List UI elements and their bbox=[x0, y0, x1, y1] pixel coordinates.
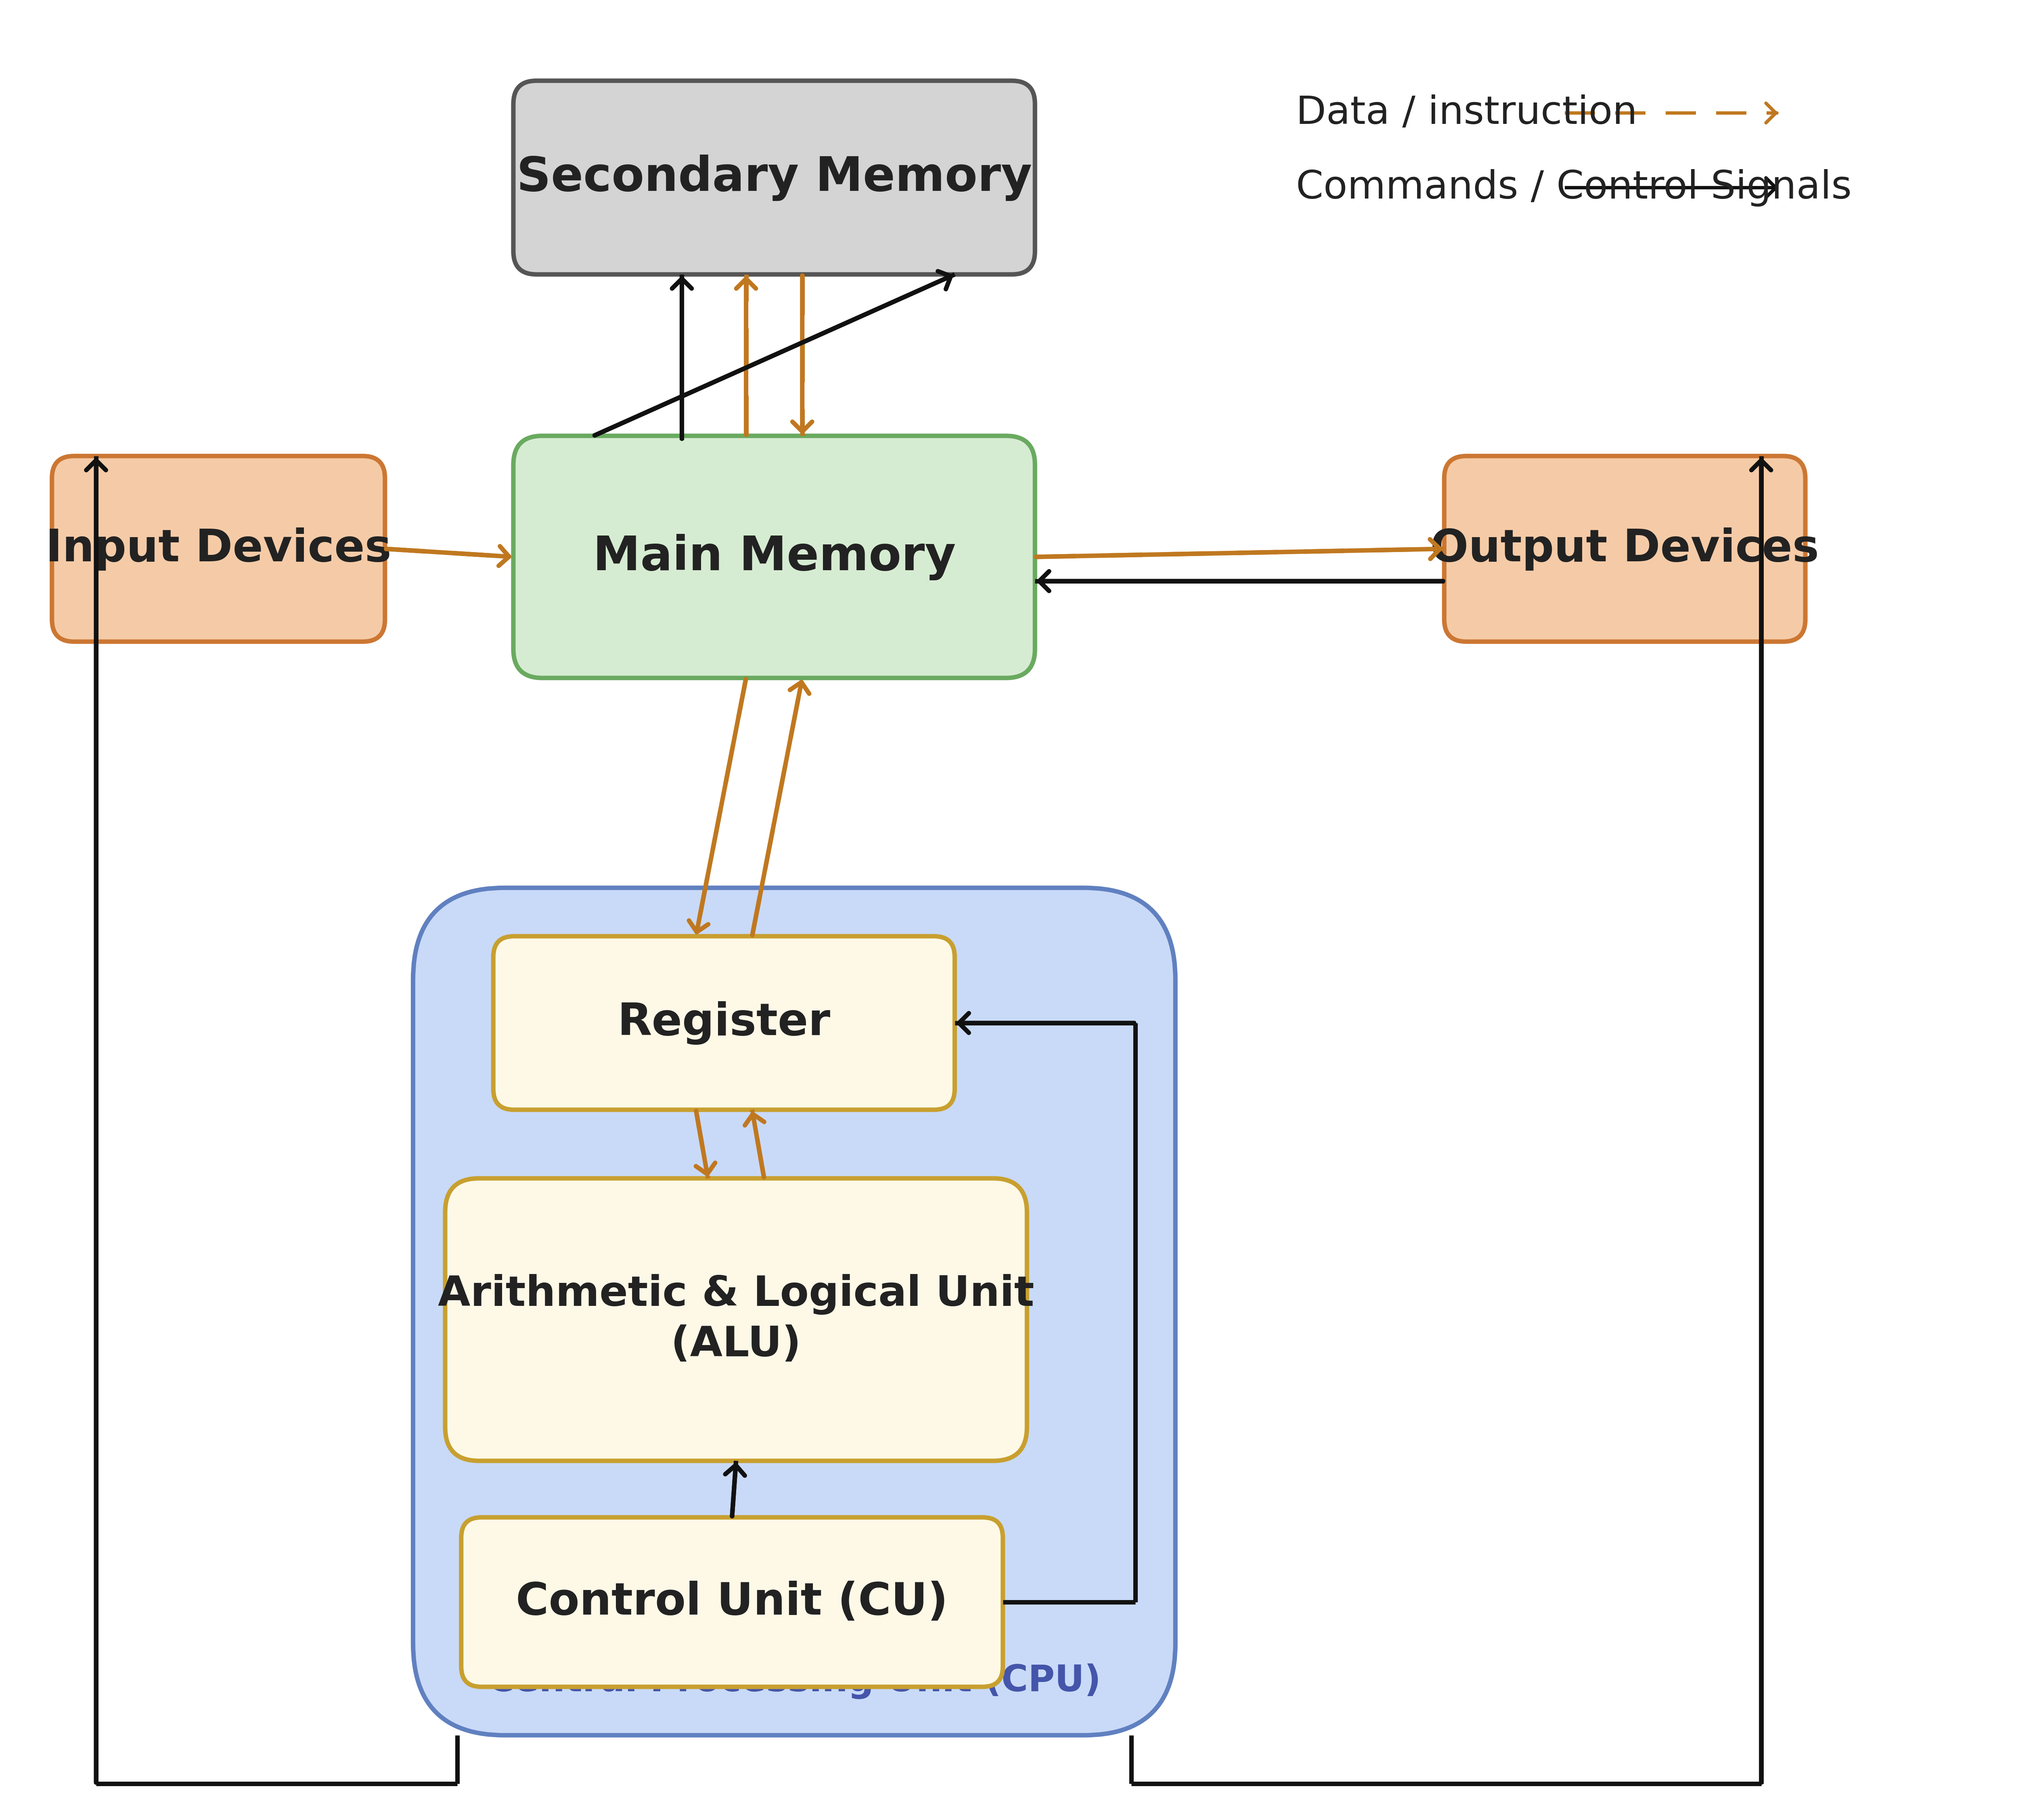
FancyBboxPatch shape bbox=[513, 435, 1035, 679]
FancyBboxPatch shape bbox=[513, 80, 1035, 275]
FancyBboxPatch shape bbox=[1445, 457, 1806, 642]
Text: Input Devices: Input Devices bbox=[46, 528, 391, 570]
Text: Control Unit (CU): Control Unit (CU) bbox=[517, 1580, 948, 1623]
FancyBboxPatch shape bbox=[414, 888, 1174, 1734]
FancyBboxPatch shape bbox=[462, 1518, 1003, 1687]
Text: Output Devices: Output Devices bbox=[1431, 528, 1818, 570]
Text: Arithmetic & Logical Unit
(ALU): Arithmetic & Logical Unit (ALU) bbox=[438, 1274, 1033, 1365]
Text: Commands / Control Signals: Commands / Control Signals bbox=[1296, 169, 1853, 206]
FancyBboxPatch shape bbox=[446, 1178, 1027, 1461]
Text: Register: Register bbox=[618, 1001, 831, 1045]
FancyBboxPatch shape bbox=[52, 457, 385, 642]
FancyBboxPatch shape bbox=[492, 935, 955, 1110]
Text: Secondary Memory: Secondary Memory bbox=[517, 155, 1031, 200]
Text: Central Processing Unit (CPU): Central Processing Unit (CPU) bbox=[488, 1663, 1102, 1698]
Text: Main Memory: Main Memory bbox=[593, 533, 957, 581]
Text: Data / instruction: Data / instruction bbox=[1296, 95, 1637, 131]
